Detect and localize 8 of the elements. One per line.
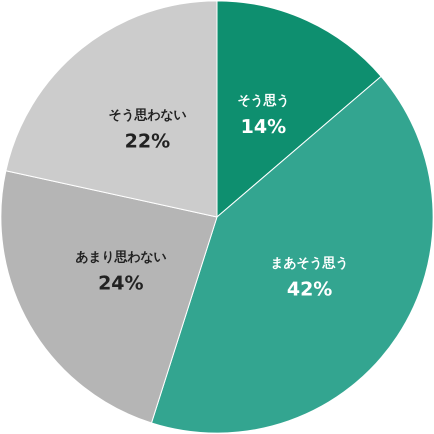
data-label: 24% — [98, 272, 144, 295]
data-label: 42% — [286, 278, 332, 300]
slice-label: あまり思わない — [75, 250, 166, 266]
slice-label: まあそう思う — [270, 256, 349, 271]
data-label: 14% — [240, 116, 286, 138]
slice-label: そう思う — [237, 94, 290, 109]
data-label: 22% — [124, 130, 170, 152]
slice-label: そう思わない — [108, 108, 186, 123]
